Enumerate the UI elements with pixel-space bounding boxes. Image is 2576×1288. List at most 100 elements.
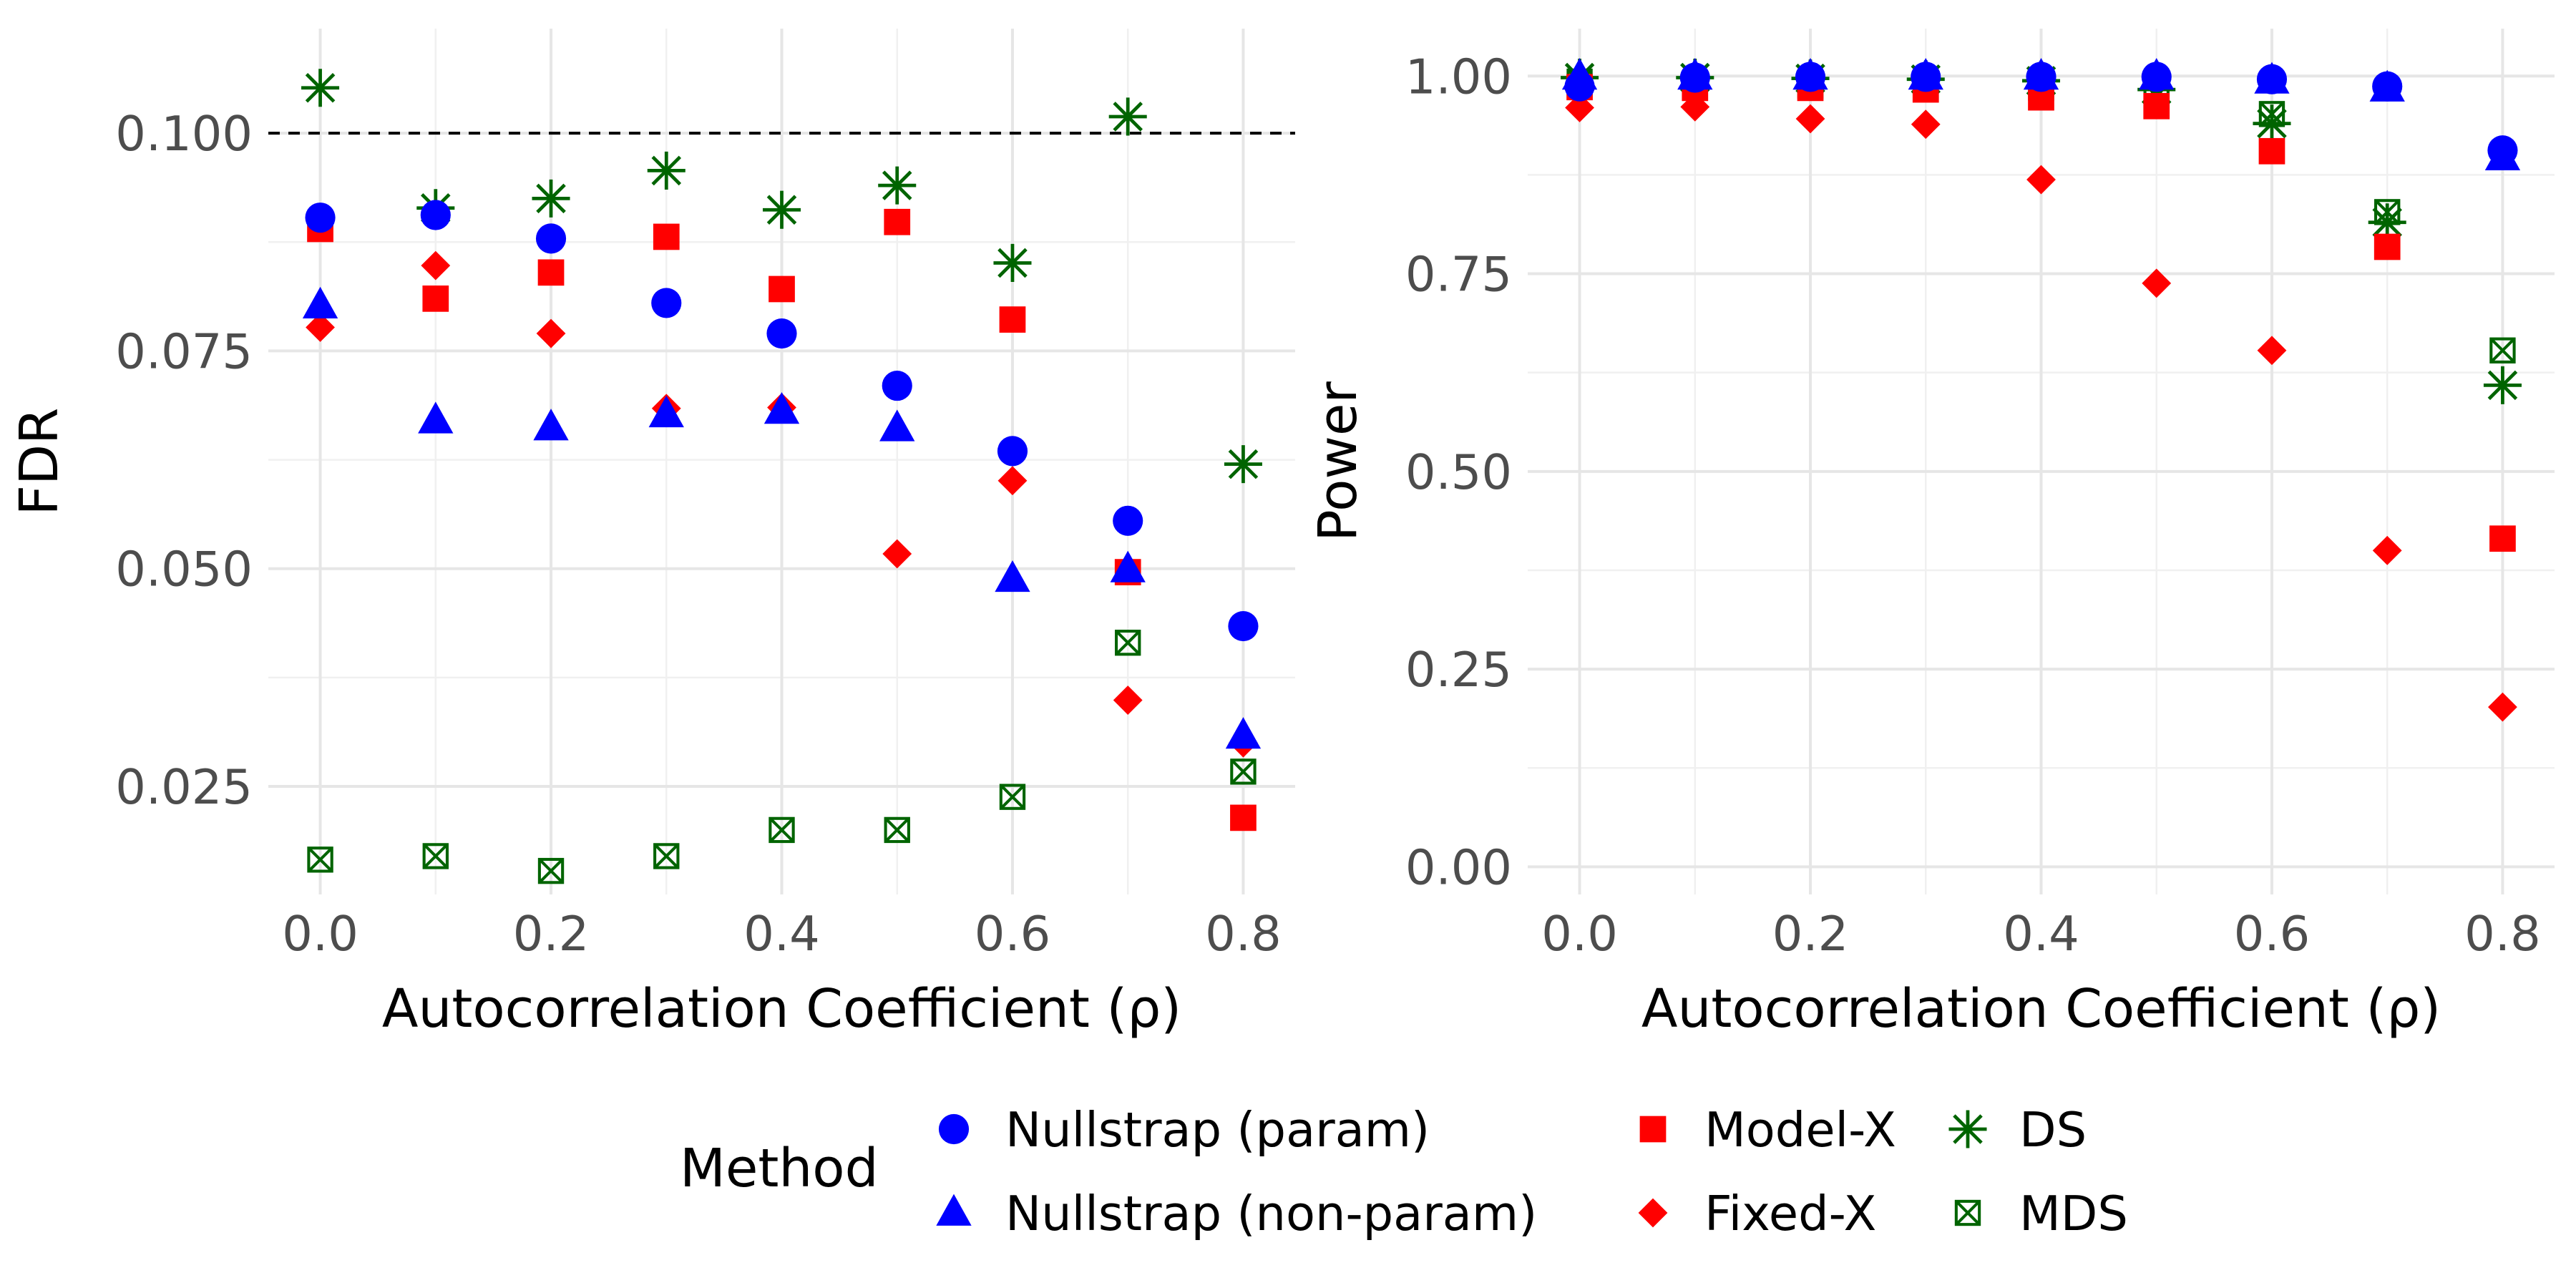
point-nullstrap_param [2372,71,2403,102]
point-ds [1108,97,1147,136]
x-tick-label: 0.8 [1205,906,1282,962]
y-axis-title: FDR [9,408,70,516]
point-fixed_x [1113,686,1143,715]
point-ds [993,243,1032,282]
point-nullstrap_param [882,371,912,401]
point-mds [2489,337,2516,364]
point-fixed_x [306,313,335,342]
point-nullstrap_nonparam [763,392,800,424]
point-ds [762,190,801,229]
legend-label: Nullstrap (non-param) [1005,1186,1537,1241]
point-ds [878,166,917,205]
legend-item-model_x: Model-X [1639,1102,1896,1158]
point-nullstrap_nonparam [1110,550,1146,582]
point-nullstrap_param [1911,62,1941,92]
point-nullstrap_param [651,288,682,318]
point-fixed_x [536,318,566,348]
series-nullstrap_nonparam [302,286,1262,749]
y-tick-label: 0.075 [115,323,253,379]
x-tick-label: 0.4 [2003,906,2079,962]
point-mds [1115,630,1141,656]
legend-label: Fixed-X [1704,1186,1876,1241]
point-nullstrap_param [1228,610,1259,642]
point-nullstrap_nonparam [995,560,1030,592]
point-ds [2483,366,2522,404]
point-mds [1230,758,1257,785]
point-fixed_x [1680,92,1710,122]
point-fixed_x [1565,93,1594,122]
legend-item-ds: DS [1948,1102,2087,1158]
y-axis-title: Power [1307,381,1369,542]
legend-item-mds: MDS [1954,1186,2128,1241]
legend: Method Nullstrap (param) Nullstrap (non-pa… [680,1102,2128,1241]
point-mds [422,843,449,869]
point-model_x [2489,525,2516,552]
legend-label: DS [2019,1102,2087,1158]
point-ds [647,151,686,190]
point-fixed_x [1911,109,1941,140]
point-model_x [2143,92,2170,119]
point-nullstrap_param [1564,71,1595,102]
point-mds [537,857,565,884]
point-fixed_x [882,539,912,569]
point-nullstrap_param [2487,135,2518,166]
point-model_x [2373,233,2401,260]
y-tick-label: 0.050 [115,542,253,597]
point-fixed_x [2142,268,2172,298]
point-nullstrap_param [2256,64,2288,94]
x-tick-label: 0.0 [282,906,358,962]
triangle-icon [936,1194,972,1226]
point-ds [1224,445,1262,484]
point-nullstrap_nonparam [302,286,338,318]
point-nullstrap_nonparam [418,401,454,434]
point-nullstrap_nonparam [879,409,915,441]
square-icon [1639,1116,1667,1143]
point-mds [307,847,333,873]
legend-item-fixed_x: Fixed-X [1638,1186,1876,1241]
point-nullstrap_param [1113,505,1143,536]
point-nullstrap_nonparam [648,395,684,428]
point-model_x [653,223,680,250]
point-model_x [2258,137,2285,165]
power-panel: 0.0 0.2 0.4 0.6 0.8 0.00 0.25 0.50 0.75 1.00 Autoc… [1307,29,2555,1040]
x-tick-label: 0.6 [975,906,1051,962]
point-fixed_x [2372,535,2402,565]
point-ds [301,69,340,107]
series-nullstrap_param [1564,62,2518,166]
point-nullstrap_param [2026,62,2057,92]
y-tick-label: 1.00 [1405,49,1512,104]
series-model_x [307,208,1257,831]
point-nullstrap_param [305,203,336,233]
point-nullstrap_nonparam [1225,717,1262,749]
point-model_x [537,259,565,286]
point-ds [2253,104,2291,143]
y-tick-label: 0.100 [115,106,253,162]
diamond-icon [1638,1198,1668,1228]
point-nullstrap_param [2141,62,2172,92]
point-nullstrap_param [997,436,1028,467]
legend-label: Model-X [1704,1102,1896,1158]
point-nullstrap_param [420,200,451,230]
x-tick-label: 0.6 [2234,906,2311,962]
point-mds [653,843,680,869]
x-tick-label: 0.2 [513,906,590,962]
y-tick-label: 0.00 [1405,839,1512,895]
point-fixed_x [2488,692,2517,722]
x-axis-title: Autocorrelation Coefficient (ρ) [1641,978,2441,1040]
point-mds [884,816,910,844]
x-tick-label: 0.0 [1541,906,1618,962]
point-mds [999,784,1026,810]
point-model_x [1230,804,1257,831]
point-model_x [884,208,911,235]
point-fixed_x [1795,104,1825,134]
asterisk-icon [1948,1110,1987,1148]
series-mds [307,630,1257,884]
point-model_x [422,286,449,312]
boxed-cross-icon [1954,1199,1981,1226]
point-fixed_x [997,466,1028,496]
fdr-panel: 0.0 0.2 0.4 0.6 0.8 0.025 0.050 0.075 0.100 Autoc… [9,29,1295,1040]
legend-label: MDS [2019,1186,2128,1241]
point-mds [769,816,795,844]
point-nullstrap_param [1795,62,1826,92]
